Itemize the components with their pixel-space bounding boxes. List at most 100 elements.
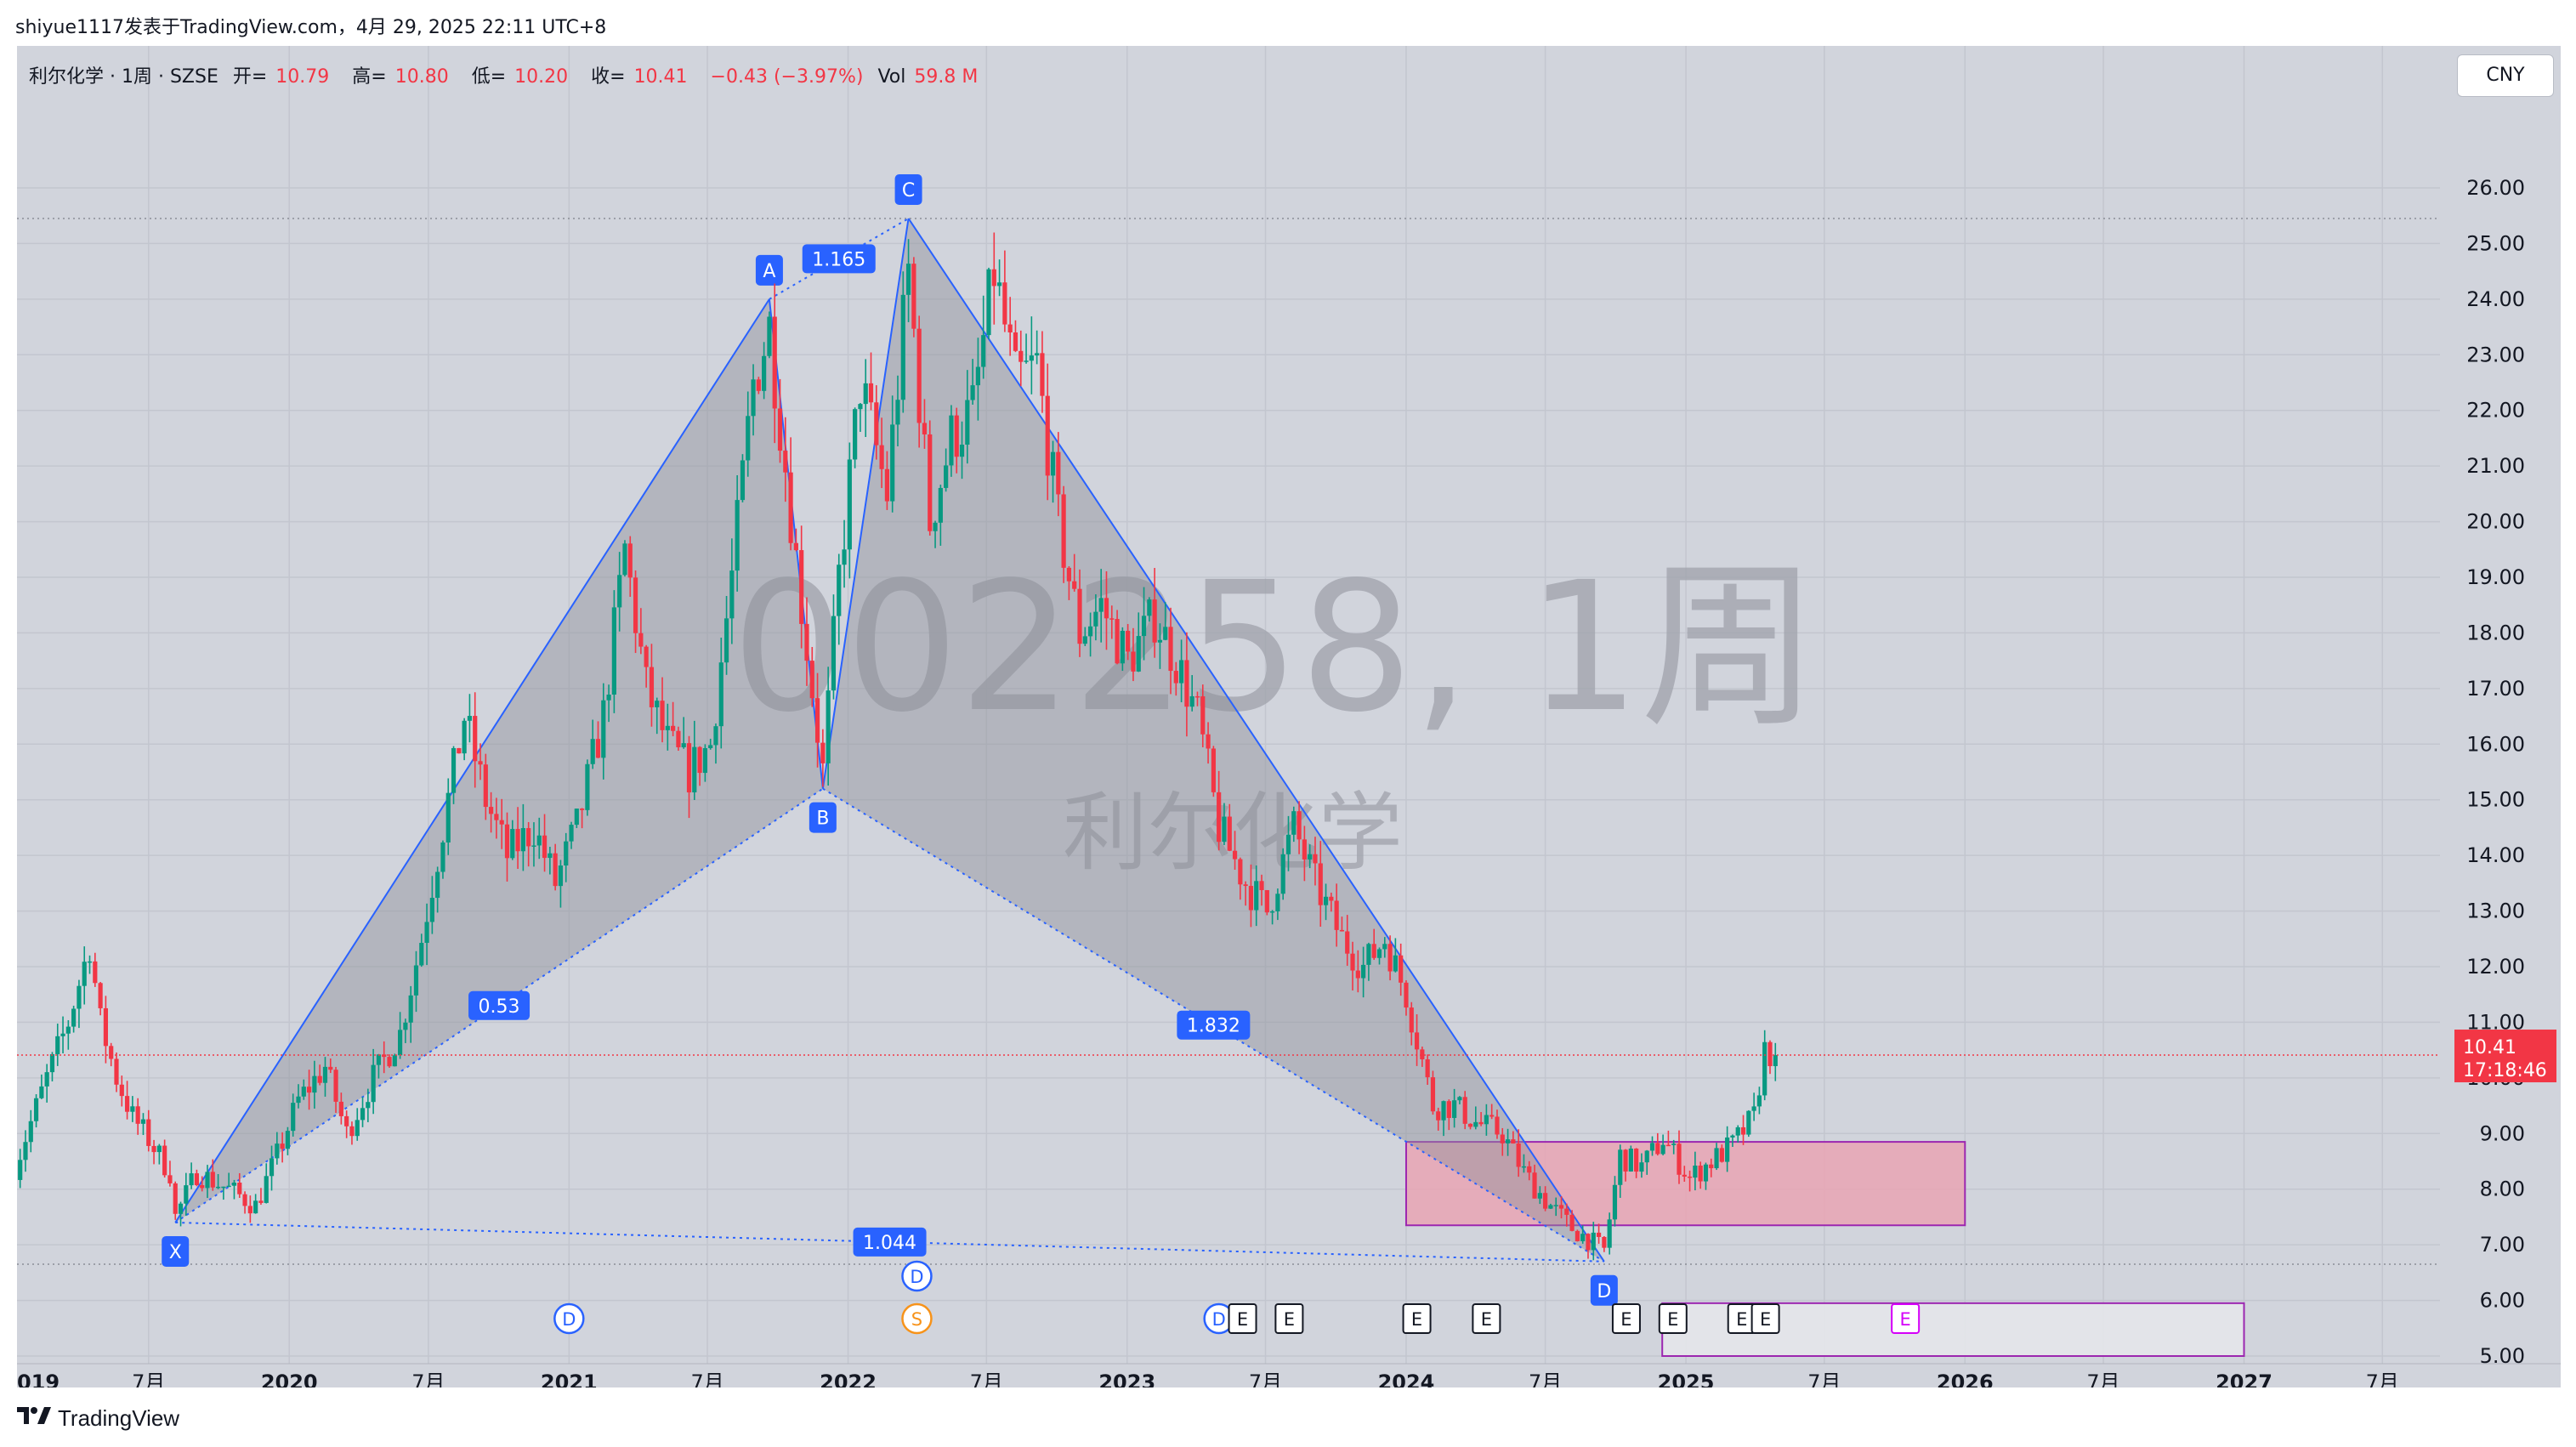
candle-body <box>82 962 87 986</box>
candle-body <box>1478 1121 1484 1125</box>
candle-body <box>1714 1148 1719 1169</box>
price-tick-label: 19.00 <box>2466 565 2525 589</box>
time-tick-label: 2020 <box>261 1370 318 1387</box>
candle-body <box>665 725 670 730</box>
candle-body <box>1136 636 1141 672</box>
candle-body <box>820 742 826 763</box>
candle-body <box>638 633 644 647</box>
candle-body <box>49 1053 55 1073</box>
price-tick-label: 15.00 <box>2466 788 2525 812</box>
candle-body <box>1612 1184 1618 1220</box>
last-price-value: 10.41 <box>2463 1037 2516 1058</box>
time-tick-label: 7月 <box>1529 1370 1562 1387</box>
candle-body <box>1318 863 1323 905</box>
tradingview-logo-icon <box>17 1404 51 1432</box>
candle-body <box>1264 889 1269 913</box>
last-price-countdown: 17:18:46 <box>2463 1060 2547 1081</box>
candle-body <box>1387 944 1393 972</box>
candle-body <box>1660 1144 1665 1155</box>
candle-body <box>649 667 655 707</box>
pattern-ratio-badge <box>853 1227 927 1257</box>
candle-body <box>842 549 847 565</box>
candle-body <box>681 743 686 747</box>
currency-button[interactable]: CNY <box>2457 54 2554 97</box>
candle-body <box>1045 395 1050 476</box>
event-marker-label: E <box>1481 1309 1492 1330</box>
candle-body <box>553 853 558 887</box>
pattern-point-b: B <box>809 802 837 833</box>
event-marker-e: E <box>1402 1303 1432 1334</box>
candle-body <box>1521 1166 1527 1168</box>
candle-body <box>1115 619 1120 664</box>
candle-body <box>1297 811 1302 840</box>
candle-body <box>809 661 814 699</box>
candle-body <box>360 1108 366 1121</box>
chart-panel[interactable]: 002258, 1周 利尔化学 X A B C D 0.53 1.165 1.832 1.044 D D… <box>17 46 2561 1387</box>
candle-body <box>1393 955 1398 972</box>
candle-body <box>1607 1219 1612 1248</box>
candle-body <box>1313 854 1318 864</box>
event-marker-label: D <box>1212 1309 1226 1330</box>
candle-body <box>1302 839 1307 860</box>
legend-close-label: 收= <box>591 66 626 88</box>
candle-body <box>1029 355 1034 361</box>
candle-body <box>601 700 606 758</box>
candle-body <box>269 1158 275 1177</box>
candle-body <box>1500 1134 1505 1143</box>
candle-body <box>119 1084 124 1097</box>
candle-body <box>1516 1143 1521 1167</box>
candle-body <box>1639 1162 1644 1172</box>
candle-body <box>1489 1115 1495 1117</box>
pattern-ratio-badge <box>468 990 531 1020</box>
candle-body <box>671 725 676 731</box>
candle-body <box>756 379 761 391</box>
candle-body <box>1184 660 1189 707</box>
event-marker-circle <box>553 1302 585 1335</box>
candle-body <box>580 809 585 810</box>
candle-body <box>451 747 457 793</box>
pattern-point-badge <box>1590 1274 1618 1306</box>
legend-high-value: 10.80 <box>394 66 449 88</box>
candle-body <box>847 459 852 550</box>
candle-body <box>1238 859 1243 885</box>
pattern-triangle <box>175 298 823 1223</box>
candle-body <box>210 1172 215 1188</box>
candle-body <box>71 1008 77 1027</box>
candle-body <box>1548 1205 1553 1209</box>
candle-body <box>349 1126 355 1137</box>
candle-body <box>1532 1172 1537 1199</box>
candle-body <box>874 402 879 445</box>
harmonic-pattern: X A B C D 0.53 1.165 1.832 1.044 <box>162 173 1618 1306</box>
candle-body <box>863 383 868 405</box>
candle-body <box>718 662 723 727</box>
pattern-point-label: A <box>763 261 775 282</box>
candle-body <box>504 824 510 859</box>
candle-body <box>986 269 991 336</box>
candle-body <box>167 1175 173 1183</box>
legend-high-label: 高= <box>352 66 387 88</box>
price-tick-label: 13.00 <box>2466 899 2525 923</box>
candle-body <box>445 792 451 843</box>
candle-body <box>1040 353 1045 396</box>
candle-body <box>1457 1097 1462 1101</box>
tradingview-logo[interactable]: TradingView <box>17 1403 179 1433</box>
event-marker-label: E <box>1736 1309 1747 1330</box>
candle-body <box>39 1086 44 1098</box>
candle-body <box>1334 900 1339 930</box>
candle-body <box>1189 695 1194 707</box>
candle-body <box>762 355 767 391</box>
candle-body <box>611 607 616 695</box>
candle-body <box>344 1115 349 1126</box>
candle-body <box>322 1066 328 1083</box>
candle-body <box>831 616 837 691</box>
price-tick-label: 20.00 <box>2466 510 2525 534</box>
candle-body <box>1232 850 1238 860</box>
candle-body <box>258 1200 264 1203</box>
candle-body <box>1586 1234 1591 1251</box>
price-tick-label: 8.00 <box>2480 1177 2525 1201</box>
candle-body <box>1698 1165 1703 1182</box>
price-tick-label: 9.00 <box>2480 1121 2525 1145</box>
price-tick-label: 24.00 <box>2466 287 2525 311</box>
legend-symbol[interactable]: 利尔化学 · 1周 · SZSE <box>29 66 218 88</box>
